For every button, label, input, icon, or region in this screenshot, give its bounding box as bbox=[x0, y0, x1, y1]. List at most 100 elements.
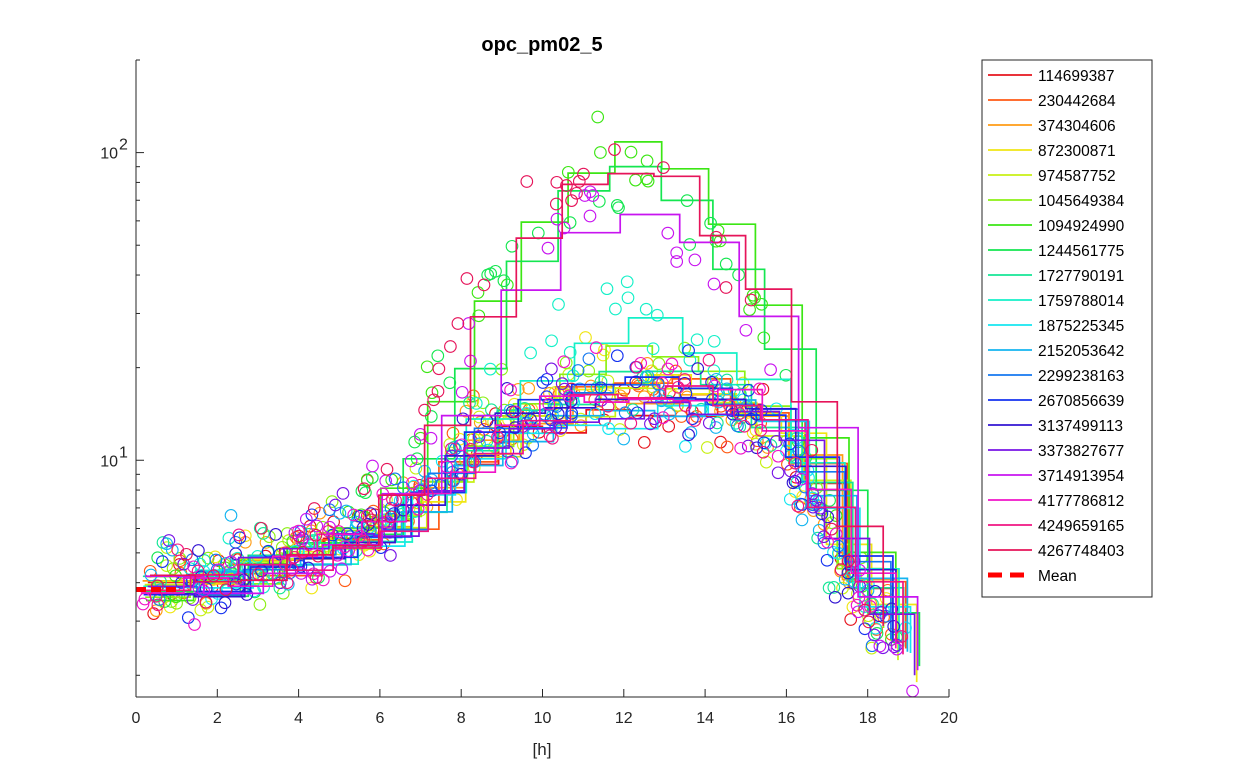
data-point bbox=[505, 405, 519, 419]
data-point bbox=[503, 403, 517, 417]
data-point bbox=[526, 438, 540, 452]
data-point bbox=[734, 441, 748, 455]
data-point bbox=[661, 362, 675, 376]
data-point bbox=[545, 362, 558, 376]
data-point bbox=[445, 442, 458, 456]
data-point bbox=[316, 520, 329, 534]
data-point bbox=[552, 298, 565, 311]
data-point bbox=[670, 255, 684, 268]
data-point bbox=[519, 446, 532, 460]
data-point bbox=[858, 603, 872, 617]
data-point bbox=[550, 400, 563, 413]
data-point bbox=[201, 551, 215, 565]
data-point bbox=[688, 414, 702, 427]
data-point bbox=[192, 544, 205, 557]
series-line bbox=[145, 213, 919, 671]
data-point bbox=[497, 274, 511, 288]
data-point bbox=[834, 563, 848, 576]
data-point bbox=[582, 364, 596, 378]
data-point bbox=[253, 598, 267, 611]
data-point bbox=[791, 499, 805, 513]
data-point bbox=[561, 165, 575, 179]
data-point bbox=[759, 455, 773, 469]
data-point bbox=[508, 421, 522, 434]
data-point bbox=[648, 374, 661, 388]
data-point bbox=[384, 549, 397, 562]
x-tick-label: 8 bbox=[457, 710, 466, 727]
data-point bbox=[866, 597, 879, 611]
data-point bbox=[505, 239, 519, 253]
data-point bbox=[151, 551, 165, 565]
data-point bbox=[413, 484, 427, 498]
data-point bbox=[309, 528, 323, 542]
data-point bbox=[671, 380, 685, 394]
data-point bbox=[841, 554, 855, 568]
legend: 114699387 230442684 374304606 872300871 9745… bbox=[981, 59, 1153, 598]
data-point bbox=[448, 442, 462, 456]
data-point bbox=[425, 386, 439, 400]
data-point bbox=[858, 622, 872, 636]
data-point bbox=[841, 586, 855, 600]
data-point bbox=[455, 385, 469, 399]
data-point bbox=[679, 440, 692, 453]
data-point bbox=[459, 404, 473, 418]
data-point bbox=[873, 639, 887, 653]
data-point bbox=[755, 297, 768, 311]
data-point bbox=[339, 504, 353, 518]
x-tick-label: 10 bbox=[534, 710, 552, 727]
data-point bbox=[656, 411, 670, 424]
data-point bbox=[454, 467, 468, 481]
data-point bbox=[151, 598, 165, 612]
data-point bbox=[199, 595, 213, 609]
data-point bbox=[678, 341, 692, 355]
data-point bbox=[440, 460, 454, 474]
legend-label: 4267748403 bbox=[1038, 543, 1124, 560]
data-point bbox=[462, 317, 476, 330]
legend-label: 1875225345 bbox=[1038, 318, 1124, 335]
data-point bbox=[256, 527, 270, 540]
data-point bbox=[160, 537, 174, 551]
data-point bbox=[505, 432, 519, 446]
data-point bbox=[540, 372, 554, 386]
data-point bbox=[748, 291, 761, 305]
legend-label: 3714913954 bbox=[1038, 468, 1125, 485]
data-point bbox=[821, 535, 834, 549]
data-point bbox=[850, 598, 864, 612]
data-point bbox=[360, 509, 374, 523]
data-point bbox=[309, 571, 323, 585]
data-point bbox=[624, 416, 638, 430]
data-point bbox=[489, 264, 502, 278]
data-point bbox=[329, 498, 342, 512]
data-point bbox=[783, 492, 797, 506]
series-line bbox=[140, 388, 897, 649]
data-point bbox=[683, 238, 697, 251]
data-point bbox=[705, 376, 718, 389]
data-point bbox=[446, 426, 460, 440]
data-point bbox=[310, 519, 324, 533]
data-point bbox=[731, 419, 744, 433]
data-point bbox=[719, 257, 733, 271]
data-point bbox=[570, 186, 583, 200]
data-point bbox=[296, 545, 310, 559]
data-point bbox=[536, 376, 550, 389]
data-point bbox=[338, 574, 352, 588]
data-point bbox=[406, 476, 419, 490]
legend-label: 1244561775 bbox=[1038, 243, 1124, 260]
data-point bbox=[177, 557, 191, 571]
data-point bbox=[895, 630, 909, 643]
y-tick-label: 10 bbox=[100, 146, 118, 163]
data-point bbox=[865, 641, 879, 655]
chart-title: opc_pm02_5 bbox=[481, 34, 602, 56]
data-point bbox=[357, 534, 371, 548]
data-point bbox=[193, 557, 207, 571]
legend-label: 2152053642 bbox=[1038, 343, 1124, 360]
data-point bbox=[410, 452, 424, 466]
series-4177786812 bbox=[136, 341, 897, 649]
data-point bbox=[700, 441, 714, 454]
data-point bbox=[477, 423, 491, 436]
data-point bbox=[829, 527, 843, 541]
data-point bbox=[229, 547, 243, 561]
